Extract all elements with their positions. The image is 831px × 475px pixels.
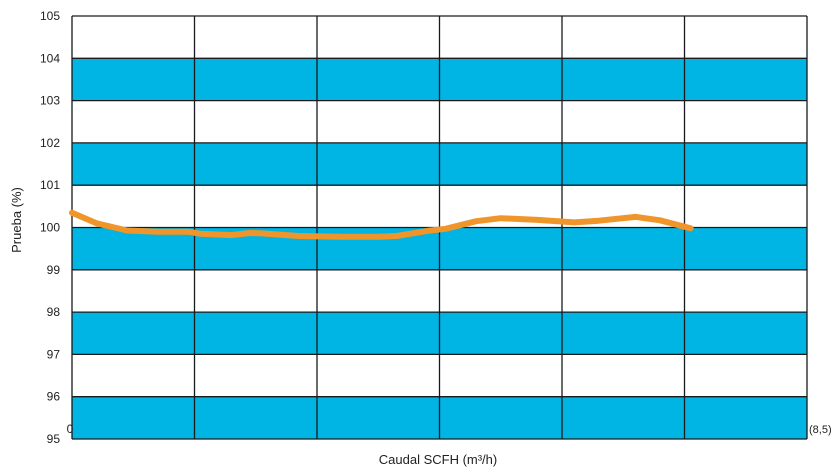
y-tick-label-105: 105 (40, 9, 60, 23)
y-tick-labels: 105 104 103 102 101 100 99 98 97 96 95 (40, 9, 60, 446)
y-tick-label-95: 95 (47, 432, 61, 446)
y-axis-label: Prueba (%) (9, 187, 24, 253)
series-line-0 (69, 209, 694, 240)
y-tick-label-104: 104 (40, 51, 60, 65)
y-tick-label-100: 100 (40, 221, 60, 235)
y-tick-label-96: 96 (47, 390, 61, 404)
y-tick-label-103: 103 (40, 94, 60, 108)
y-tick-label-97: 97 (47, 347, 61, 361)
x-tick-labels: 0 (8,5) (67, 422, 831, 436)
series-layer (69, 209, 694, 240)
y-tick-label-101: 101 (40, 178, 60, 192)
y-tick-label-99: 99 (47, 263, 61, 277)
x-axis-label: Caudal SCFH (m³/h) (379, 452, 497, 467)
x-tick-label-end: (8,5) (809, 424, 831, 436)
grid-lines (71, 15, 808, 440)
y-tick-label-102: 102 (40, 136, 60, 150)
x-tick-label-start: 0 (67, 422, 74, 436)
y-tick-label-98: 98 (47, 305, 61, 319)
